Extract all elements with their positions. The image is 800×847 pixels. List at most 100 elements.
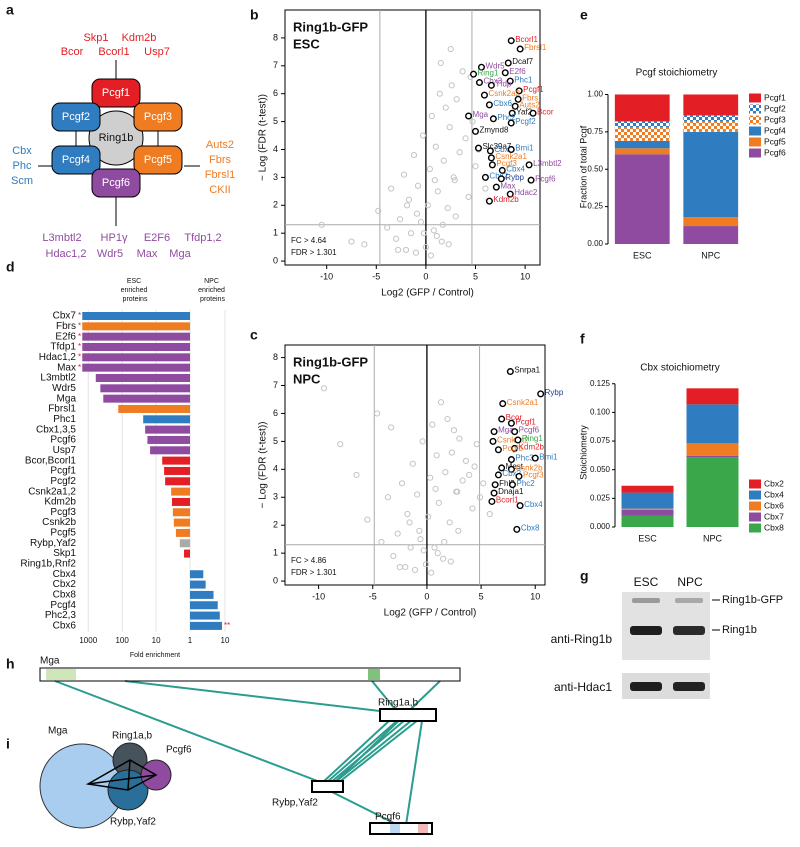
partner-label: CKII (209, 184, 230, 196)
hit-point (508, 109, 516, 117)
x-tick-label: 5 (479, 591, 484, 601)
hit-point (487, 81, 495, 89)
data-point (424, 202, 431, 209)
bar (82, 363, 190, 372)
data-point (440, 555, 447, 562)
data-point (452, 213, 459, 220)
hit-label: Phc2 (497, 113, 516, 122)
data-point (462, 135, 469, 142)
partner-label: Bcor (61, 46, 84, 58)
crosslink (333, 719, 413, 784)
bar (82, 353, 190, 362)
bar (184, 549, 190, 558)
hit-point (511, 444, 519, 452)
hit-point (480, 91, 488, 99)
node-label: Ring1b (99, 132, 134, 144)
category-label: Pcgf6 (50, 435, 76, 446)
crosslink (329, 719, 406, 784)
bar-segment (614, 140, 670, 149)
subunit-label: Ring1a,b (112, 731, 152, 742)
data-point (453, 488, 460, 495)
y-tick-label: 7 (273, 60, 278, 70)
blot-band (673, 682, 705, 691)
data-point (456, 435, 463, 442)
hit-label: Cbx2 (489, 172, 508, 181)
hit-label: Tfdp (495, 79, 512, 88)
category-label: L3mbtl2 (40, 373, 76, 384)
legend-swatch (749, 104, 761, 114)
data-point (438, 238, 445, 245)
hit-point (477, 63, 485, 71)
data-point (433, 452, 440, 459)
data-point (413, 210, 421, 217)
legend-label: Pcgf3 (764, 114, 786, 124)
category-label: Rybp,Yaf2 (30, 538, 76, 549)
bar (82, 332, 190, 341)
protein-bar (39, 667, 461, 682)
data-point (419, 132, 427, 139)
hit-label: Fbrs (522, 93, 538, 102)
hit-label: Cbx7 (494, 145, 513, 154)
panel-label: a (6, 2, 14, 18)
legend-label: Cbx4 (764, 489, 784, 499)
hit-point (498, 464, 506, 472)
category-label: Max (57, 362, 76, 373)
hit-label: Pcgf2 (515, 117, 536, 126)
partner-label: L3mbtl2 (42, 232, 81, 244)
data-point (419, 438, 426, 445)
partner-label: E2F6 (144, 232, 170, 244)
data-point (462, 457, 470, 465)
category-label: Pcgf2 (50, 476, 76, 487)
hit-label: Csnk2b (515, 463, 543, 472)
plot-subtitle: NPC (293, 371, 321, 386)
hit-point (485, 197, 493, 205)
panel-label: c (250, 327, 258, 343)
bar (171, 487, 190, 496)
hit-point (470, 70, 478, 78)
subunit-overlap: Mga Ring1a,b Pcgf6 Rybp,Yaf2 (39, 726, 192, 829)
x-tick-label: 0 (424, 591, 429, 601)
hit-point (501, 69, 509, 77)
y-tick-label: 5 (273, 116, 278, 126)
y-axis-label: − Log (FDR (t-test)) (258, 94, 269, 181)
data-point (432, 143, 439, 150)
bar (190, 570, 204, 579)
data-point (446, 519, 453, 526)
data-point (390, 552, 397, 560)
y-tick-label: 0.75 (587, 127, 603, 136)
hit-point (490, 428, 498, 436)
hit-point (488, 497, 496, 505)
data-point (476, 494, 484, 501)
hit-label: Kdm2b (493, 195, 519, 204)
hit-point (507, 145, 515, 153)
legend-label: Pcgf4 (764, 125, 786, 135)
protein-bar (369, 822, 433, 835)
bar-segment (614, 121, 670, 128)
data-point (450, 174, 457, 181)
y-tick-label: 0.50 (587, 164, 603, 173)
partner-label: Hdac1,2 (46, 248, 87, 260)
legend-swatch (749, 512, 761, 522)
hit-point (515, 87, 523, 95)
y-tick-label: 0.050 (590, 465, 611, 474)
hit-point (488, 161, 496, 169)
data-point (447, 558, 454, 565)
partner-label: Fbrs (209, 154, 232, 166)
node-label: Pcgf4 (62, 154, 90, 166)
hit-point (489, 115, 497, 123)
bar-segment (683, 217, 739, 227)
category-label: Pcgf4 (50, 600, 76, 611)
hit-label: Dcaf7 (512, 57, 533, 66)
hit-label: Pcgf1 (515, 417, 536, 426)
hit-label: Rybp (505, 173, 524, 182)
y-tick-label: 0.25 (587, 202, 603, 211)
hit-point (514, 95, 522, 103)
hit-label: Max (500, 181, 515, 190)
subunit-label: Mga (48, 726, 68, 737)
data-point (431, 544, 438, 551)
blot-band (630, 626, 662, 635)
data-point (430, 227, 437, 234)
bar (82, 342, 190, 351)
hit-label: Auts2 (519, 100, 540, 109)
